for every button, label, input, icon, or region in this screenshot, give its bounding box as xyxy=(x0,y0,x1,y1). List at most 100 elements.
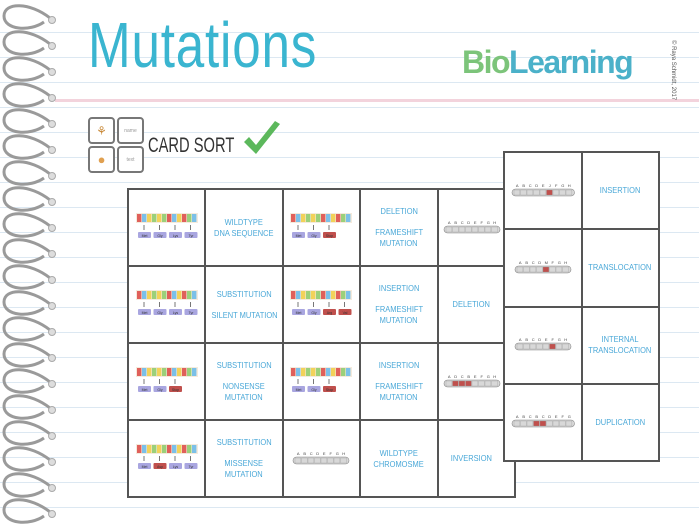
gene-letter: E xyxy=(554,414,557,419)
amino-acid-label: Gly xyxy=(312,388,318,392)
gene-letter: E xyxy=(545,337,548,342)
gene-letter: C xyxy=(460,220,463,225)
dna-diagram: Met Gly Stop xyxy=(290,212,353,238)
amino-acid xyxy=(184,462,198,469)
gene-letter: C xyxy=(310,451,313,456)
term-card[interactable]: INSERTION xyxy=(581,152,659,230)
nucleotide xyxy=(191,367,197,376)
amino-acid-label: Lys xyxy=(173,465,179,469)
dna-sequence-card[interactable]: Met Gly Stop xyxy=(128,343,206,420)
gene-letter: G xyxy=(557,337,560,342)
spiral-ring xyxy=(2,4,51,30)
nucleotide xyxy=(331,290,336,299)
margin-line xyxy=(55,99,699,102)
dna-sequence-card[interactable]: Met Gly Stop xyxy=(282,343,361,420)
dna-sequence-card[interactable]: Met Gly Stop xyxy=(282,189,361,266)
binding-hole xyxy=(48,354,56,362)
nucleotide xyxy=(166,290,172,299)
term-label: TRANSLOCATION xyxy=(588,262,652,273)
term-label: DUPLICATION xyxy=(595,416,646,427)
term-card[interactable]: WILDTYPE CHROMOSME xyxy=(360,420,438,497)
nucleotide xyxy=(306,290,311,299)
dna-sequence-card[interactable]: Met Asp Lys Tyr xyxy=(128,420,206,497)
term-label: WILDTYPE xyxy=(379,447,419,458)
amino-acid xyxy=(338,308,352,315)
spiral-ring xyxy=(2,160,51,186)
gene-segment xyxy=(536,343,543,350)
term-label: DNA SEQUENCE xyxy=(214,227,274,238)
card-icon-plant: ⚘ xyxy=(88,117,115,144)
term-label: INSERTION xyxy=(378,283,420,293)
gene-letter: H xyxy=(343,451,346,456)
biolearning-logo: BioLearning xyxy=(460,28,660,90)
gene-letter: F xyxy=(551,260,554,265)
copyright: © Raya Schmidt, 2017 xyxy=(670,40,676,101)
gene-letter: F xyxy=(561,414,564,419)
term-card[interactable]: INSERTION FRAMESHIFT MUTATION xyxy=(360,266,438,343)
term-card[interactable]: TRANSLOCATION xyxy=(581,229,659,307)
term-card[interactable]: SUBSTITUTION SILENT MUTATION xyxy=(205,266,283,343)
gene-letter: M xyxy=(544,260,547,265)
term-card[interactable]: INTERNAL TRANSLOCATION xyxy=(581,306,659,384)
term-card[interactable]: INSERTION FRAMESHIFT MUTATION xyxy=(360,343,438,420)
gene-segment xyxy=(464,226,472,232)
gene-letter: B xyxy=(522,414,525,419)
term-label: MUTATION xyxy=(379,392,418,402)
gene-letter: G xyxy=(561,183,564,188)
dna-sequence-card[interactable]: Met Gly Lys Tyr xyxy=(128,266,206,343)
nucleotide xyxy=(141,444,147,453)
term-card[interactable]: WILDTYPE DNA SEQUENCE xyxy=(205,189,283,266)
dna-diagram: Met Gly Stop xyxy=(290,366,353,392)
binding-hole xyxy=(48,146,56,154)
amino-acid-label: Gly xyxy=(312,234,318,238)
term-card[interactable]: SUBSTITUTION NONSENSE MUTATION xyxy=(205,343,283,420)
gene-letter: E xyxy=(541,183,544,188)
nucleotide xyxy=(176,444,182,453)
term-label: INVERSION xyxy=(450,453,492,463)
gene-segment xyxy=(555,343,562,350)
gene-letter: A xyxy=(448,220,451,225)
gene-segment xyxy=(562,343,569,350)
amino-acid xyxy=(323,231,337,238)
amino-acid xyxy=(292,231,306,238)
gene-letter: C xyxy=(541,414,544,419)
checkmark-icon xyxy=(244,121,280,154)
nucleotide xyxy=(191,290,197,299)
dna-diagram: Met Gly Arg Val xyxy=(290,289,353,315)
nucleotide xyxy=(156,367,162,376)
gene-letter: F xyxy=(551,337,554,342)
nucleotide xyxy=(321,213,326,222)
dna-sequence-card[interactable]: Met Gly Lys Tyr xyxy=(128,189,206,266)
gene-segment xyxy=(562,266,569,273)
nucleotide xyxy=(166,213,172,222)
nucleotide xyxy=(156,213,162,222)
nucleotide xyxy=(321,290,326,299)
binding-hole xyxy=(48,120,56,128)
nucleotide xyxy=(171,290,177,299)
nucleotide xyxy=(141,367,147,376)
nucleotide xyxy=(156,290,162,299)
gene-segment xyxy=(308,457,315,463)
nucleotide xyxy=(336,367,341,376)
nucleotide xyxy=(336,213,341,222)
gene-letter: D xyxy=(538,337,541,342)
spiral-ring xyxy=(2,368,51,394)
term-card[interactable]: DELETION FRAMESHIFT MUTATION xyxy=(360,189,438,266)
gene-segment xyxy=(536,266,543,273)
gene-segment xyxy=(545,189,553,195)
binding-hole xyxy=(48,328,56,336)
term-card[interactable]: DUPLICATION xyxy=(581,383,659,461)
gene-segment xyxy=(477,226,485,232)
gene-segment xyxy=(565,189,572,195)
term-card[interactable]: SUBSTITUTION MISSENSE MUTATION xyxy=(205,420,283,497)
dna-diagram: Met Gly Lys Tyr xyxy=(135,289,198,315)
nucleotide xyxy=(136,213,142,222)
dna-sequence-card[interactable]: Met Gly Arg Val xyxy=(282,266,361,343)
